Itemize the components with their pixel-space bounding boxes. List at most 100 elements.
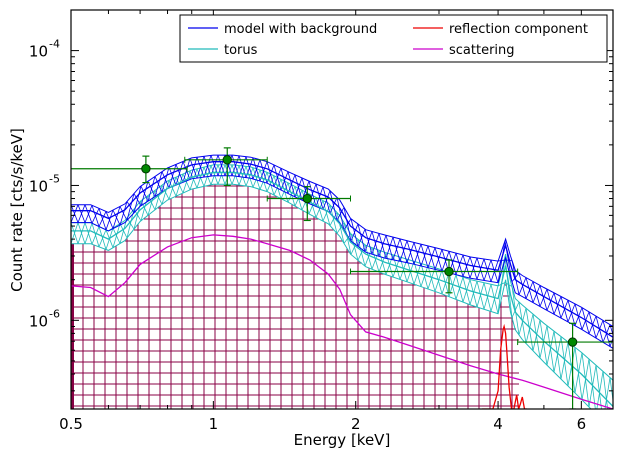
y-axis-title: Count rate [cts/s/keV]	[8, 128, 26, 292]
reflection-line	[482, 323, 527, 409]
model-band-hatch	[385, 236, 394, 259]
model-band-hatch	[357, 228, 366, 247]
torus-line	[71, 171, 613, 407]
torus-band-hatch	[140, 195, 149, 221]
model-band-hatch	[609, 336, 613, 347]
model-band-hatch	[91, 208, 100, 224]
torus-band-hatch	[91, 226, 100, 245]
model-band-hatch	[280, 171, 289, 191]
torus-band-hatch	[98, 229, 107, 248]
torus-band-hatch	[273, 179, 282, 196]
legend: model with background reflection componen…	[179, 14, 608, 63]
torus-band-hatch	[287, 186, 296, 203]
legend-label: torus	[224, 43, 258, 58]
torus-band-hatch	[189, 168, 198, 190]
legend-box	[179, 14, 608, 63]
torus-band-hatch	[434, 269, 443, 292]
torus-band-hatch	[525, 313, 534, 344]
model-line	[71, 161, 613, 338]
torus-band-hatch	[518, 308, 527, 336]
model-band-hatch	[525, 281, 534, 299]
torus-band-hatch	[224, 164, 233, 185]
model-band-hatch	[609, 324, 613, 337]
model-band-hatch	[182, 158, 191, 183]
model-band-hatch	[518, 277, 527, 295]
model-band-hatch	[378, 235, 387, 257]
model-band-hatch	[462, 256, 471, 277]
torus-band-hatch	[511, 301, 520, 318]
model-band-hatch	[469, 257, 478, 279]
data-point	[141, 164, 151, 174]
model-band-hatch	[147, 176, 156, 202]
data-point	[444, 266, 454, 277]
x-tick-label: 6	[577, 415, 587, 433]
torus-band-hatch	[560, 341, 569, 380]
x-tick-label: 0.5	[59, 415, 83, 433]
torus-band-hatch	[210, 164, 219, 185]
legend-label: scattering	[449, 43, 515, 58]
y-tick-label: 10	[29, 43, 48, 61]
model-band-hatch	[476, 258, 485, 280]
torus-band-hatch	[413, 263, 422, 285]
torus-band-hatch	[609, 377, 613, 404]
torus-band-hatch	[455, 277, 464, 300]
model-band-hatch	[350, 223, 359, 242]
torus-band-hatch	[280, 182, 289, 199]
model-band-hatch	[77, 204, 86, 223]
model-band-hatch	[322, 190, 331, 210]
model-band-hatch	[119, 201, 128, 226]
torus-band-hatch	[308, 197, 317, 215]
torus-band-lower	[71, 183, 592, 409]
model-band-hatch	[553, 296, 562, 315]
y-tick-label: 10	[29, 177, 48, 195]
torus-band-hatch	[182, 170, 191, 194]
model-band-hatch	[406, 242, 415, 263]
torus-band-hatch	[112, 223, 121, 248]
y-tick-exponent: -6	[49, 307, 60, 320]
model-band-hatch	[483, 259, 492, 281]
model-band-hatch	[154, 171, 163, 197]
model-band-hatch	[567, 303, 576, 323]
data-point	[222, 155, 232, 165]
model-band-hatch	[399, 240, 408, 262]
torus-band-hatch	[203, 165, 212, 187]
torus-band-hatch	[476, 282, 485, 308]
model-band-hatch	[203, 155, 212, 178]
model-band-hatch	[98, 211, 107, 227]
model-band-hatch	[539, 289, 548, 307]
model-band-hatch	[343, 218, 352, 231]
x-tick-label: 2	[351, 415, 361, 433]
model-band-hatch	[364, 231, 373, 252]
y-tick-exponent: -5	[49, 172, 60, 185]
torus-band-hatch	[238, 166, 247, 186]
data-point	[302, 193, 313, 204]
model-band-lower	[71, 175, 613, 349]
y-tick-label: 10	[29, 312, 48, 330]
y-tick-exponent: -4	[49, 38, 60, 51]
model-band-hatch	[287, 174, 296, 194]
model-band-hatch	[420, 245, 429, 267]
torus-band-hatch	[175, 173, 184, 197]
model-band-hatch	[560, 300, 569, 319]
model-band-hatch	[126, 193, 135, 221]
x-tick-label: 1	[209, 415, 219, 433]
model-band-hatch	[189, 157, 198, 180]
torus-band-hatch	[168, 177, 177, 200]
torus-band-hatch	[217, 164, 226, 185]
model-band-hatch	[294, 177, 303, 197]
plot-area	[71, 147, 613, 409]
plot-frame	[70, 9, 614, 410]
model-band-hatch	[336, 207, 345, 221]
torus-band-hatch	[252, 169, 261, 188]
torus-band-hatch	[84, 223, 93, 244]
model-band-hatch	[329, 197, 338, 214]
torus-band-hatch	[490, 285, 499, 312]
torus-band-hatch	[581, 358, 590, 400]
model-band-hatch	[413, 244, 422, 265]
torus-band-hatch	[392, 256, 401, 278]
torus-band-hatch	[420, 265, 429, 287]
model-band-hatch	[532, 285, 541, 303]
model-band-hatch	[434, 249, 443, 270]
model-band-hatch	[105, 209, 114, 230]
